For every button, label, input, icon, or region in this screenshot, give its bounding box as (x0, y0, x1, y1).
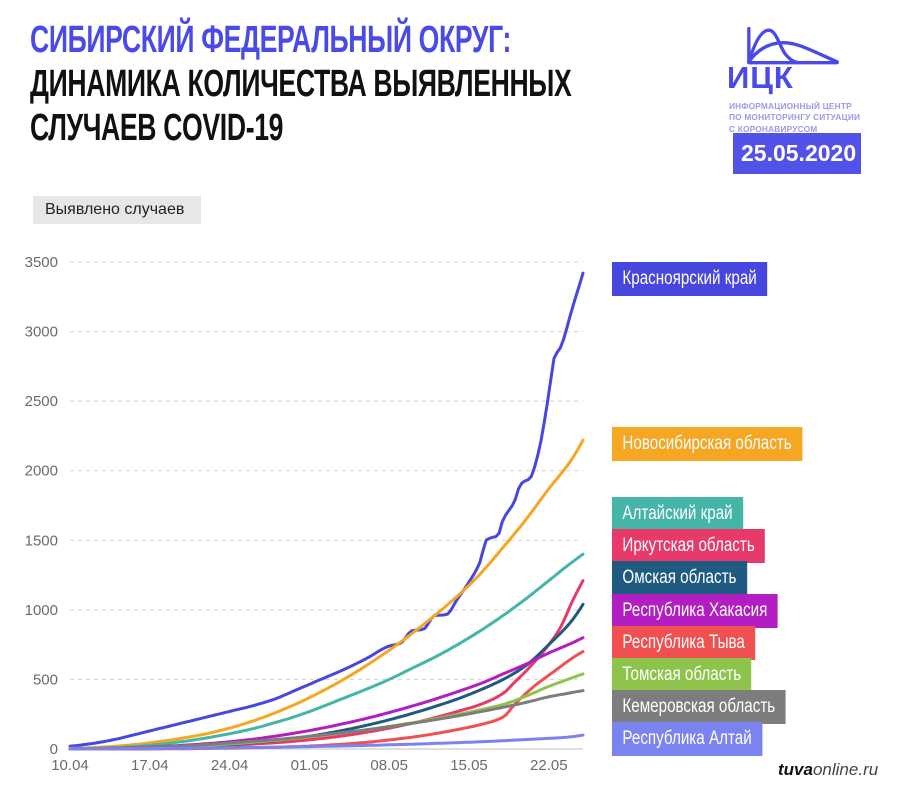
svg-text:2000: 2000 (25, 463, 58, 480)
svg-text:15.05: 15.05 (450, 757, 488, 774)
svg-text:0: 0 (50, 741, 58, 758)
svg-text:500: 500 (33, 671, 58, 688)
svg-text:3500: 3500 (25, 254, 58, 271)
svg-text:1000: 1000 (25, 602, 58, 619)
svg-text:2500: 2500 (25, 393, 58, 410)
svg-text:3000: 3000 (25, 324, 58, 341)
svg-text:10.04: 10.04 (51, 757, 89, 774)
svg-text:24.04: 24.04 (211, 757, 249, 774)
svg-text:17.04: 17.04 (131, 757, 169, 774)
svg-text:08.05: 08.05 (370, 757, 408, 774)
svg-text:01.05: 01.05 (291, 757, 329, 774)
svg-text:1500: 1500 (25, 532, 58, 549)
svg-text:22.05: 22.05 (530, 757, 568, 774)
